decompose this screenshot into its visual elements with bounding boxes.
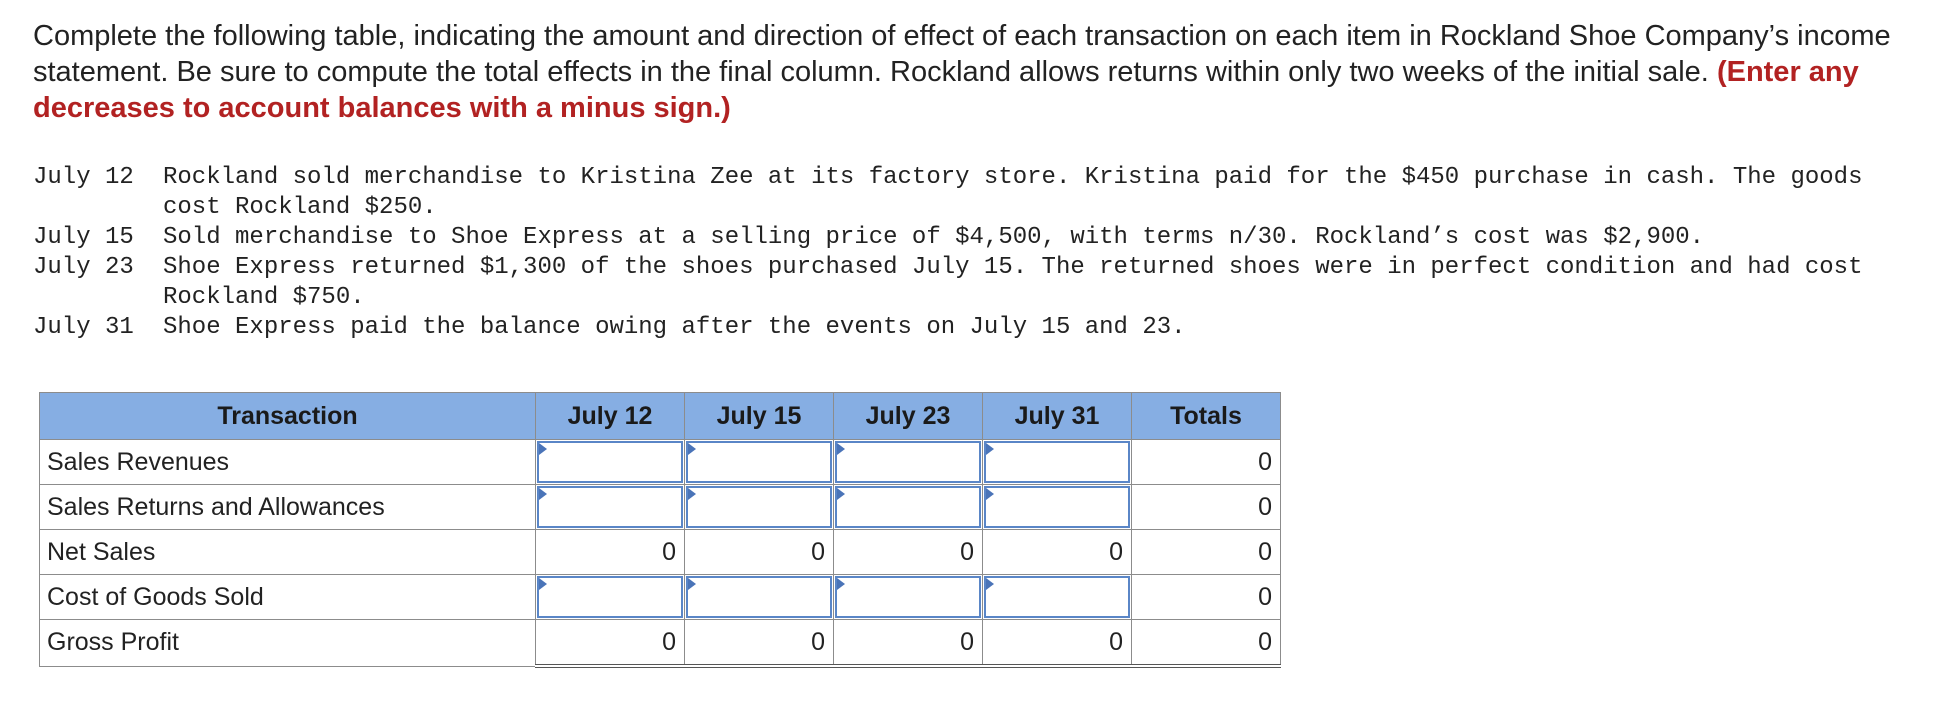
cogs-july-31-input[interactable] bbox=[986, 578, 1128, 616]
sales-returns-july-12-input[interactable] bbox=[539, 488, 681, 526]
event-description: Shoe Express paid the balance owing afte… bbox=[163, 314, 1186, 341]
cell-sales-returns-july-12 bbox=[535, 484, 685, 530]
cell-sales-revenues-july-31 bbox=[982, 439, 1132, 485]
gross-profit-july-15: 0 bbox=[684, 619, 834, 668]
table-header-row: Transaction July 12 July 15 July 23 July… bbox=[39, 392, 1281, 440]
cell-sales-returns-july-31 bbox=[982, 484, 1132, 530]
instructions-text: Complete the following table, indicating… bbox=[33, 20, 1891, 88]
header-transaction: Transaction bbox=[39, 392, 536, 440]
gross-profit-total: 0 bbox=[1131, 619, 1281, 668]
row-label: Sales Returns and Allowances bbox=[39, 484, 536, 530]
cell-sales-revenues-july-12 bbox=[535, 439, 685, 485]
table-row-cost-of-goods-sold: Cost of Goods Sold 0 bbox=[39, 574, 1281, 620]
header-july-12: July 12 bbox=[535, 392, 685, 440]
event-date: July 12 bbox=[33, 164, 134, 191]
sales-revenues-july-12-input[interactable] bbox=[539, 443, 681, 481]
input-marker-icon bbox=[688, 443, 696, 455]
cell-cogs-july-12 bbox=[535, 574, 685, 620]
input-marker-icon bbox=[539, 443, 547, 455]
net-sales-july-23: 0 bbox=[833, 529, 983, 575]
table-row-net-sales: Net Sales 0 0 0 0 0 bbox=[39, 529, 1281, 575]
event-description: Shoe Express returned $1,300 of the shoe… bbox=[163, 254, 1863, 311]
input-marker-icon bbox=[688, 488, 696, 500]
input-marker-icon bbox=[837, 443, 845, 455]
cogs-total: 0 bbox=[1131, 574, 1281, 620]
sales-returns-july-23-input[interactable] bbox=[837, 488, 979, 526]
sales-revenues-july-15-input[interactable] bbox=[688, 443, 830, 481]
input-marker-icon bbox=[837, 578, 845, 590]
input-marker-icon bbox=[986, 488, 994, 500]
event-description: Rockland sold merchandise to Kristina Ze… bbox=[163, 164, 1863, 221]
gross-profit-july-23: 0 bbox=[833, 619, 983, 668]
sales-returns-july-15-input[interactable] bbox=[688, 488, 830, 526]
instructions-emphasis: (Enter any decreases to account balances… bbox=[33, 56, 1859, 124]
cell-sales-returns-july-15 bbox=[684, 484, 834, 530]
row-label: Net Sales bbox=[39, 529, 536, 575]
header-july-15: July 15 bbox=[684, 392, 834, 440]
row-label: Sales Revenues bbox=[39, 439, 536, 485]
input-marker-icon bbox=[539, 578, 547, 590]
event-item: July 12 Rockland sold merchandise to Kri… bbox=[33, 163, 1933, 223]
cogs-july-12-input[interactable] bbox=[539, 578, 681, 616]
event-date: July 15 bbox=[33, 224, 134, 251]
net-sales-july-12: 0 bbox=[535, 529, 685, 575]
input-marker-icon bbox=[986, 443, 994, 455]
header-totals: Totals bbox=[1131, 392, 1281, 440]
input-marker-icon bbox=[986, 578, 994, 590]
gross-profit-july-31: 0 bbox=[982, 619, 1132, 668]
input-marker-icon bbox=[837, 488, 845, 500]
sales-revenues-july-23-input[interactable] bbox=[837, 443, 979, 481]
event-date: July 23 bbox=[33, 254, 134, 281]
table-row-gross-profit: Gross Profit 0 0 0 0 0 bbox=[39, 619, 1281, 668]
header-july-31: July 31 bbox=[982, 392, 1132, 440]
sales-revenues-july-31-input[interactable] bbox=[986, 443, 1128, 481]
sales-returns-july-31-input[interactable] bbox=[986, 488, 1128, 526]
event-description: Sold merchandise to Shoe Express at a se… bbox=[163, 224, 1705, 251]
table-row-sales-returns: Sales Returns and Allowances bbox=[39, 484, 1281, 530]
sales-returns-total: 0 bbox=[1131, 484, 1281, 530]
row-label: Gross Profit bbox=[39, 619, 536, 667]
cell-cogs-july-23 bbox=[833, 574, 983, 620]
cogs-july-23-input[interactable] bbox=[837, 578, 979, 616]
net-sales-july-31: 0 bbox=[982, 529, 1132, 575]
cell-cogs-july-31 bbox=[982, 574, 1132, 620]
header-july-23: July 23 bbox=[833, 392, 983, 440]
net-sales-total: 0 bbox=[1131, 529, 1281, 575]
cogs-july-15-input[interactable] bbox=[688, 578, 830, 616]
cell-sales-revenues-july-23 bbox=[833, 439, 983, 485]
event-item: July 23 Shoe Express returned $1,300 of … bbox=[33, 253, 1933, 313]
event-item: July 15 Sold merchandise to Shoe Express… bbox=[33, 223, 1933, 253]
cell-sales-returns-july-23 bbox=[833, 484, 983, 530]
sales-revenues-total: 0 bbox=[1131, 439, 1281, 485]
instructions: Complete the following table, indicating… bbox=[33, 18, 1913, 126]
event-date: July 31 bbox=[33, 314, 134, 341]
income-statement-effects-table: Transaction July 12 July 15 July 23 July… bbox=[39, 392, 1281, 668]
input-marker-icon bbox=[688, 578, 696, 590]
row-label: Cost of Goods Sold bbox=[39, 574, 536, 620]
table-row-sales-revenues: Sales Revenues 0 bbox=[39, 439, 1281, 485]
event-item: July 31 Shoe Express paid the balance ow… bbox=[33, 313, 1933, 343]
event-list: July 12 Rockland sold merchandise to Kri… bbox=[33, 163, 1933, 343]
input-marker-icon bbox=[539, 488, 547, 500]
cell-cogs-july-15 bbox=[684, 574, 834, 620]
net-sales-july-15: 0 bbox=[684, 529, 834, 575]
cell-sales-revenues-july-15 bbox=[684, 439, 834, 485]
gross-profit-july-12: 0 bbox=[535, 619, 685, 668]
